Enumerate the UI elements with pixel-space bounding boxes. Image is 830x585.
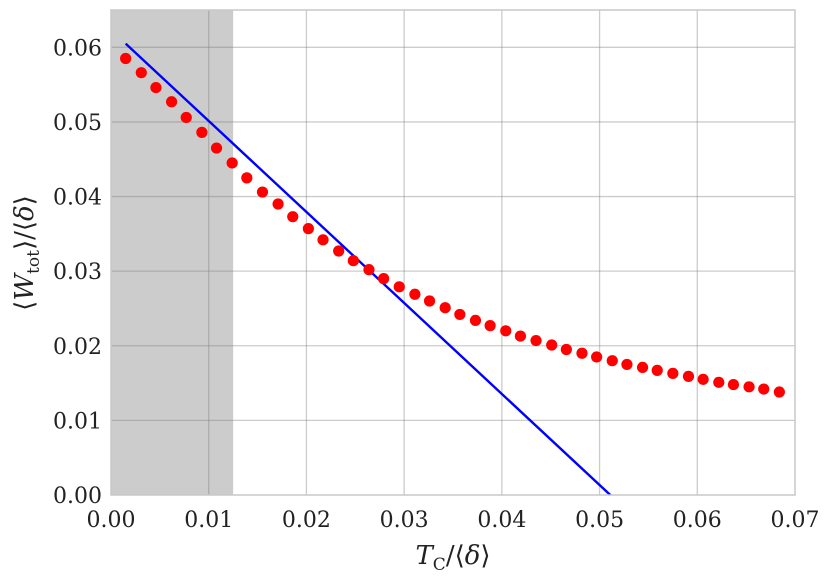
x-tick-label: 0.03 (380, 508, 429, 533)
y-tick-label: 0.02 (53, 335, 102, 360)
data-point (773, 386, 785, 398)
x-tick-label: 0.02 (282, 508, 331, 533)
data-point (469, 314, 482, 326)
data-point (363, 264, 375, 276)
data-point (135, 67, 147, 79)
x-tick-label: 0.04 (477, 508, 526, 533)
data-point (347, 255, 359, 267)
data-point (439, 302, 451, 314)
data-point (317, 234, 329, 246)
data-point (682, 370, 695, 382)
y-tick-label: 0.00 (53, 484, 102, 509)
data-point (530, 334, 542, 347)
data-point (636, 361, 649, 374)
grid-layer (111, 10, 795, 495)
x-tick-label: 0.06 (673, 508, 722, 533)
data-point (727, 378, 740, 391)
x-tick-label: 0.05 (575, 508, 624, 533)
data-point (454, 308, 466, 321)
y-tick-label: 0.01 (53, 409, 102, 434)
data-point (120, 52, 132, 65)
data-point (576, 347, 588, 359)
shaded-region (111, 10, 234, 495)
data-point (241, 172, 253, 184)
x-tick-labels: 0.00 0.01 0.02 0.03 0.04 0.05 0.06 0.07 (87, 508, 820, 533)
x-tick-label: 0.00 (87, 508, 136, 533)
data-point (287, 211, 299, 223)
data-point (393, 281, 405, 293)
data-point (743, 381, 755, 393)
data-point (272, 198, 284, 210)
data-point (560, 343, 572, 356)
data-point (196, 126, 208, 138)
y-axis-label: ⟨Wtot⟩/⟨δ⟩ (10, 195, 44, 311)
data-point (591, 351, 603, 363)
data-point (606, 355, 618, 367)
data-point (333, 245, 345, 257)
data-point (180, 111, 192, 124)
shaded-region-layer (111, 10, 234, 495)
y-tick-label: 0.04 (53, 186, 102, 211)
plot-frame (110, 9, 796, 496)
data-point (713, 376, 725, 388)
series-layer (120, 42, 785, 496)
y-tick-label: 0.06 (53, 36, 102, 61)
x-tick-label: 0.07 (771, 508, 820, 533)
data-point (150, 82, 162, 94)
data-point (546, 339, 558, 351)
data-point (514, 330, 527, 342)
data-point (378, 273, 390, 285)
y-tick-label: 0.05 (53, 111, 102, 136)
axes-frame (110, 9, 796, 496)
data-point (226, 157, 238, 169)
data-point (697, 373, 709, 385)
data-point (484, 320, 496, 332)
data-point (409, 288, 421, 300)
data-point (758, 383, 770, 395)
data-point (621, 358, 633, 371)
data-point (667, 367, 679, 379)
y-tick-labels: 0.00 0.01 0.02 0.03 0.04 0.05 0.06 (53, 36, 102, 509)
y-tick-label: 0.03 (53, 260, 102, 285)
data-point (500, 325, 512, 337)
data-point (210, 142, 223, 154)
data-point (423, 295, 436, 307)
data-point (165, 96, 178, 108)
data-point (302, 223, 314, 235)
x-tick-label: 0.01 (184, 508, 233, 533)
data-point (651, 364, 663, 376)
x-axis-label: TC/⟨δ⟩ (415, 541, 490, 575)
data-point (256, 186, 269, 198)
